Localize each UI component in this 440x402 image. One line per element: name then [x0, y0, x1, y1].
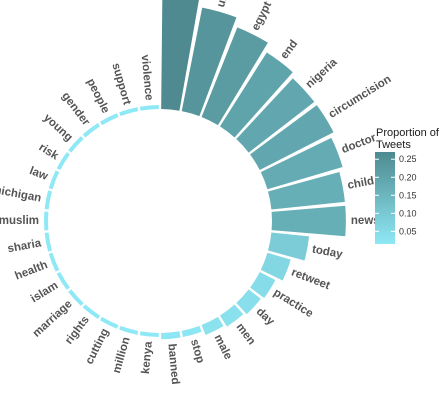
- category-label: rights: [63, 314, 92, 347]
- bar-news: [271, 205, 346, 237]
- bar-practice: [250, 271, 276, 298]
- legend-tick-label: 0.10: [399, 208, 417, 218]
- legend-ticks: 0.25 0.20 0.15 0.10 0.05: [375, 154, 417, 236]
- bar-circumcision: [250, 105, 334, 171]
- bar-cutting: [99, 316, 119, 329]
- category-label: million: [111, 336, 133, 375]
- category-label: practice: [271, 287, 315, 320]
- category-label: people: [84, 77, 111, 116]
- bar-today: [268, 232, 310, 261]
- bar-men: [219, 304, 244, 327]
- category-label: gender: [59, 90, 92, 128]
- bars-layer: [44, 0, 346, 340]
- legend-tick-label: 0.15: [399, 190, 417, 200]
- legend-colorbar: [375, 152, 395, 244]
- category-label: retweet: [290, 266, 332, 292]
- bar-health: [48, 252, 60, 272]
- category-label: circumcision: [327, 73, 394, 121]
- legend-tick-label: 0.25: [399, 154, 417, 164]
- bar-rights: [82, 304, 101, 319]
- bar-uk: [181, 7, 237, 117]
- category-label: uk: [215, 0, 230, 9]
- category-label: islam: [29, 280, 60, 306]
- category-label: end: [278, 38, 300, 62]
- bar-retweet: [260, 252, 291, 281]
- category-label: violence: [139, 54, 155, 101]
- category-label: egypt: [250, 0, 274, 33]
- bar-male: [201, 316, 224, 335]
- category-label: stop: [188, 338, 206, 365]
- category-label: men: [234, 321, 258, 347]
- category-label: male: [212, 333, 234, 362]
- bar-child: [268, 172, 345, 210]
- category-label: health: [13, 259, 49, 282]
- bar-sharia: [44, 232, 52, 252]
- legend: Proportion of Tweets 0.25 0.20 0.15 0.10 0.05: [375, 127, 440, 244]
- category-label: young: [41, 112, 75, 144]
- bar-banned: [161, 331, 181, 340]
- bar-michigan: [44, 190, 52, 210]
- category-label: michigan: [0, 184, 42, 205]
- category-label: sharia: [7, 237, 43, 255]
- bar-people: [99, 113, 119, 126]
- category-label: risk: [37, 141, 61, 162]
- category-label: banned: [165, 343, 181, 385]
- legend-tick-label: 0.05: [399, 226, 417, 236]
- bar-endfgm: [161, 0, 199, 111]
- bar-gender: [82, 123, 101, 138]
- bar-doctor: [260, 137, 343, 190]
- category-label: child: [347, 175, 376, 192]
- bar-nigeria: [236, 78, 315, 153]
- category-label: day: [254, 306, 277, 329]
- bar-support: [119, 107, 139, 117]
- category-label: law: [28, 165, 50, 183]
- bar-islam: [56, 271, 70, 290]
- category-label: cutting: [84, 327, 112, 367]
- bar-marriage: [68, 289, 84, 306]
- bar-young: [68, 136, 84, 153]
- legend-tick-label: 0.20: [399, 172, 417, 182]
- category-label: support: [109, 62, 132, 107]
- bar-day: [236, 289, 261, 315]
- bar-million: [119, 325, 139, 335]
- bar-law: [48, 170, 60, 190]
- bar-stop: [181, 325, 202, 338]
- bar-risk: [56, 152, 70, 171]
- legend-title: Proportion of Tweets: [376, 127, 440, 151]
- bar-muslim: [44, 211, 49, 231]
- bar-violence: [139, 105, 159, 111]
- bar-egypt: [201, 27, 268, 126]
- category-label: today: [311, 244, 344, 262]
- category-label: doctor: [340, 132, 378, 156]
- category-label: muslim: [0, 215, 39, 227]
- bar-end: [219, 52, 293, 138]
- category-label: news: [351, 215, 380, 227]
- category-label: kenya: [140, 340, 155, 374]
- bar-kenya: [139, 331, 159, 337]
- category-label: nigeria: [304, 56, 340, 91]
